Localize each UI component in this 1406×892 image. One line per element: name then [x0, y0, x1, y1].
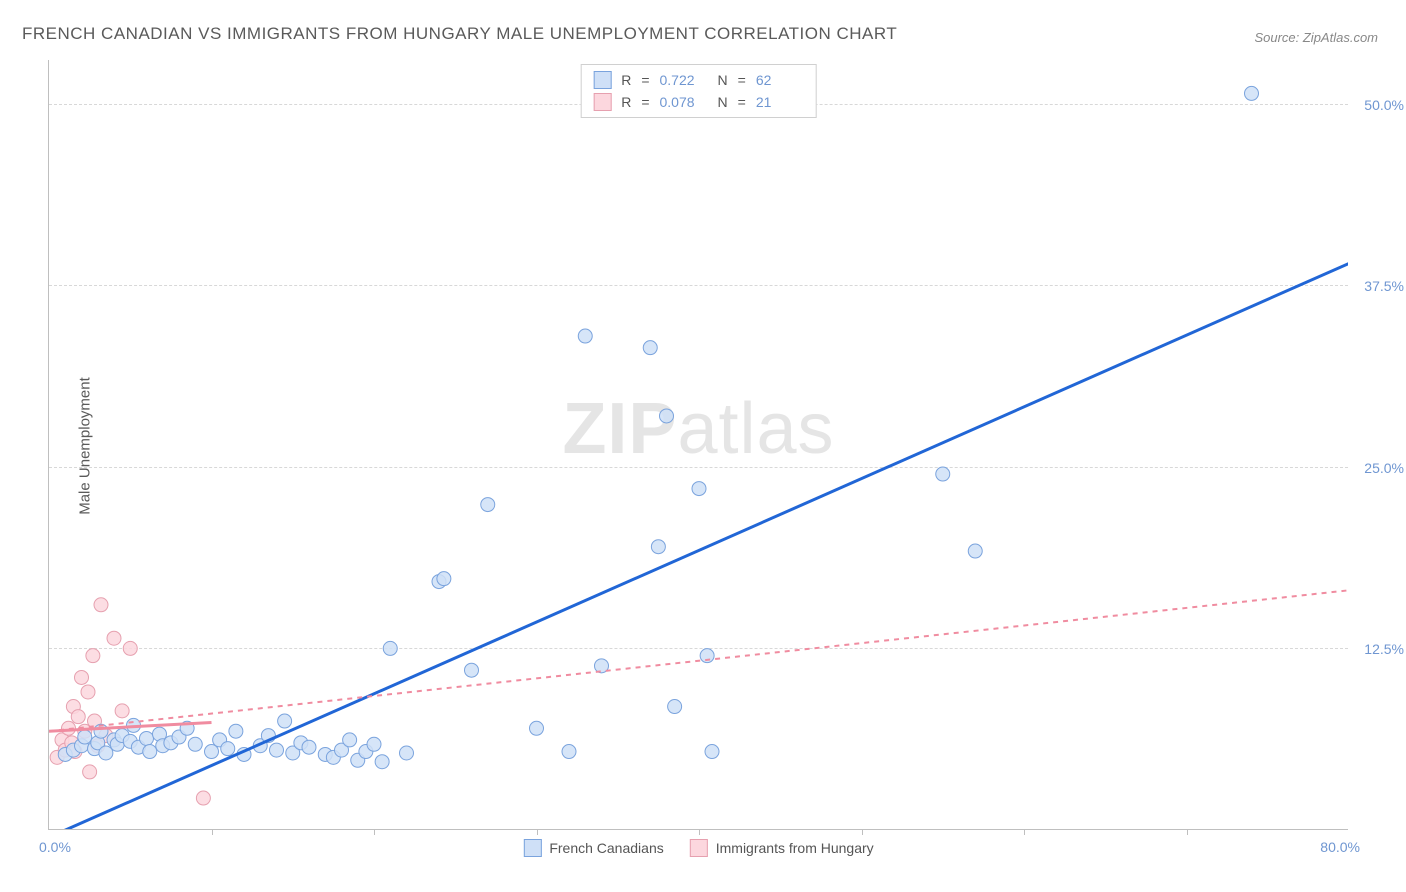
- data-point: [83, 765, 97, 779]
- data-point: [530, 721, 544, 735]
- x-tick-max: 80.0%: [1320, 839, 1360, 855]
- n-label: N: [718, 72, 728, 88]
- legend-row-blue: R = 0.722 N = 62: [593, 69, 804, 91]
- data-point: [643, 341, 657, 355]
- data-point: [668, 700, 682, 714]
- trend-line: [49, 590, 1348, 731]
- legend-item: French Canadians: [523, 839, 663, 857]
- data-point: [692, 482, 706, 496]
- legend-item: Immigrants from Hungary: [690, 839, 874, 857]
- data-point: [968, 544, 982, 558]
- data-point: [400, 746, 414, 760]
- data-point: [86, 649, 100, 663]
- data-point: [75, 670, 89, 684]
- r-label: R: [621, 94, 631, 110]
- r-label: R: [621, 72, 631, 88]
- data-point: [437, 572, 451, 586]
- trend-line: [49, 263, 1348, 829]
- data-point: [302, 740, 316, 754]
- x-minor-tick: [1024, 829, 1025, 835]
- data-point: [94, 598, 108, 612]
- data-point: [343, 733, 357, 747]
- data-point: [99, 746, 113, 760]
- data-point: [115, 704, 129, 718]
- swatch: [690, 839, 708, 857]
- equals-sign: =: [641, 94, 649, 110]
- data-point: [375, 755, 389, 769]
- data-point: [481, 498, 495, 512]
- equals-sign: =: [738, 94, 746, 110]
- data-point: [107, 631, 121, 645]
- swatch: [523, 839, 541, 857]
- legend-series: French Canadians Immigrants from Hungary: [523, 839, 873, 857]
- x-minor-tick: [1187, 829, 1188, 835]
- data-point: [578, 329, 592, 343]
- swatch-pink: [593, 93, 611, 111]
- x-minor-tick: [699, 829, 700, 835]
- y-tick-label: 12.5%: [1364, 641, 1404, 657]
- data-point: [383, 641, 397, 655]
- legend-correlation: R = 0.722 N = 62 R = 0.078 N = 21: [580, 64, 817, 118]
- equals-sign: =: [738, 72, 746, 88]
- data-point: [562, 745, 576, 759]
- x-tick-min: 0.0%: [39, 839, 71, 855]
- data-point: [705, 745, 719, 759]
- data-point: [196, 791, 210, 805]
- data-point: [81, 685, 95, 699]
- x-minor-tick: [862, 829, 863, 835]
- y-tick-label: 50.0%: [1364, 97, 1404, 113]
- data-point: [270, 743, 284, 757]
- legend-row-pink: R = 0.078 N = 21: [593, 91, 804, 113]
- plot-area: ZIPatlas 12.5%25.0%37.5%50.0% 0.0% 80.0%…: [48, 60, 1348, 830]
- data-point: [123, 641, 137, 655]
- x-minor-tick: [537, 829, 538, 835]
- x-minor-tick: [374, 829, 375, 835]
- data-point: [140, 731, 154, 745]
- data-point: [465, 663, 479, 677]
- data-point: [660, 409, 674, 423]
- source-label: Source: ZipAtlas.com: [1254, 30, 1378, 45]
- r-value-pink: 0.078: [660, 94, 708, 110]
- y-tick-label: 25.0%: [1364, 460, 1404, 476]
- plot-svg: [49, 60, 1348, 829]
- data-point: [651, 540, 665, 554]
- data-point: [221, 742, 235, 756]
- legend-label: Immigrants from Hungary: [716, 840, 874, 856]
- data-point: [936, 467, 950, 481]
- data-point: [143, 745, 157, 759]
- data-point: [229, 724, 243, 738]
- legend-label: French Canadians: [549, 840, 663, 856]
- swatch-blue: [593, 71, 611, 89]
- x-minor-tick: [212, 829, 213, 835]
- data-point: [78, 730, 92, 744]
- data-point: [278, 714, 292, 728]
- chart-title: FRENCH CANADIAN VS IMMIGRANTS FROM HUNGA…: [22, 24, 897, 44]
- n-label: N: [718, 94, 728, 110]
- data-point: [188, 737, 202, 751]
- data-point: [1245, 86, 1259, 100]
- n-value-blue: 62: [756, 72, 804, 88]
- r-value-blue: 0.722: [660, 72, 708, 88]
- n-value-pink: 21: [756, 94, 804, 110]
- equals-sign: =: [641, 72, 649, 88]
- data-point: [71, 710, 85, 724]
- y-tick-label: 37.5%: [1364, 278, 1404, 294]
- data-point: [367, 737, 381, 751]
